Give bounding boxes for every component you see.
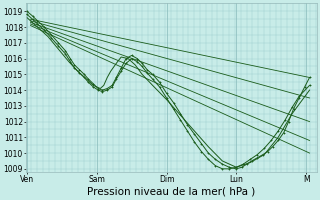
X-axis label: Pression niveau de la mer( hPa ): Pression niveau de la mer( hPa ) xyxy=(87,187,255,197)
